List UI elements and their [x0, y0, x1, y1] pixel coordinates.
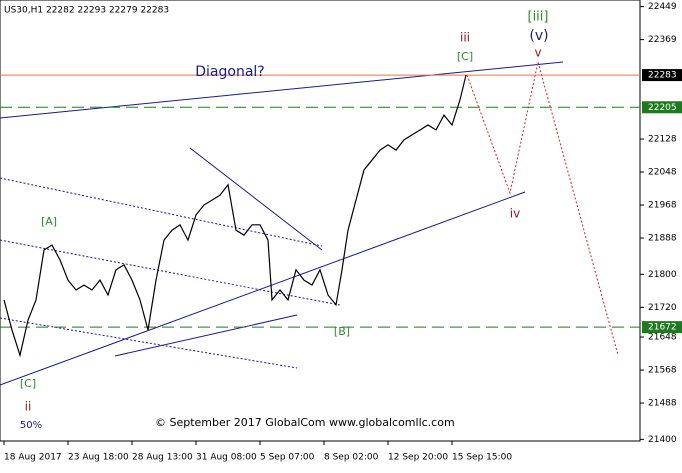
- price-level-label: 22283: [648, 71, 677, 81]
- wave-label: [iii]: [528, 10, 549, 25]
- wave-label: [B]: [334, 325, 350, 338]
- plot-frame: [0, 0, 641, 442]
- x-tick-label: 15 Sep 15:00: [452, 453, 512, 463]
- chart-header: US30,H1 22282 22293 22279 22283: [4, 6, 169, 16]
- trend-line: [189, 147, 323, 251]
- x-tick-label: 8 Sep 02:00: [324, 453, 379, 463]
- y-tick-label: 22449: [648, 2, 677, 12]
- wave-label: [A]: [41, 215, 57, 228]
- y-tick-label: 21400: [648, 435, 677, 445]
- diagonal-upper: [0, 61, 564, 119]
- y-tick-label: 21800: [648, 270, 677, 280]
- y-tick-label: 21488: [648, 399, 677, 409]
- y-tick-label: 21968: [648, 201, 677, 211]
- x-tick-label: 23 Aug 18:00: [68, 453, 129, 463]
- diagonal-lower: [0, 191, 526, 386]
- x-tick-label: 12 Sep 20:00: [388, 453, 448, 463]
- x-tick-label: 18 Aug 2017: [4, 453, 62, 463]
- wave-label: [C]: [457, 50, 473, 63]
- y-tick-label: 21720: [648, 303, 677, 313]
- wave-label: [C]: [20, 377, 36, 390]
- price-level-box: [642, 321, 682, 334]
- wave-label: iv: [510, 207, 520, 221]
- wave-label: (v): [529, 28, 548, 44]
- trend-line: [114, 314, 298, 357]
- y-tick-label: 21888: [648, 234, 677, 244]
- wave-label: 50%: [20, 420, 42, 431]
- x-tick-label: 5 Sep 07:00: [260, 453, 315, 463]
- y-tick-label: 22369: [648, 35, 677, 45]
- price-level-box: [642, 101, 682, 114]
- channel-line: [0, 177, 323, 247]
- wave-projection: [466, 61, 619, 356]
- x-tick-label: 31 Aug 08:00: [196, 453, 257, 463]
- x-tick-label: 28 Aug 13:00: [132, 453, 193, 463]
- wave-label: v: [534, 46, 541, 60]
- y-tick-label: 22048: [648, 168, 677, 178]
- price-line: [3, 74, 467, 358]
- price-level-label: 21672: [648, 323, 677, 333]
- y-tick-label: 21568: [648, 366, 677, 376]
- wave-label: ii: [25, 400, 32, 414]
- copyright: © September 2017 GlobalCom www.globalcom…: [155, 416, 455, 429]
- wave-label: Diagonal?: [195, 64, 264, 80]
- wave-label: iii: [460, 31, 470, 45]
- y-tick-label: 22128: [648, 135, 677, 145]
- y-tick-label: 21648: [648, 333, 677, 343]
- price-level-box: [642, 69, 682, 82]
- price-level-label: 22205: [648, 103, 677, 113]
